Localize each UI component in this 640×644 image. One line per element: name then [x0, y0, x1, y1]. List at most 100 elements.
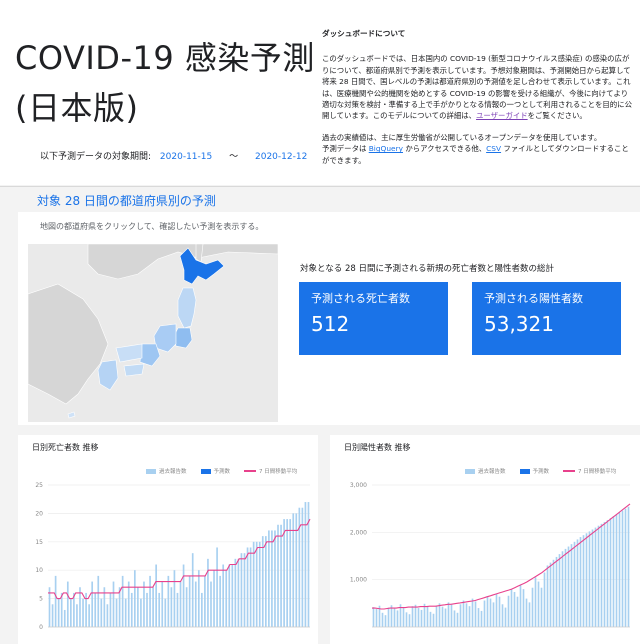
bar-forecast: [304, 502, 307, 627]
deaths-chart: 0 5 10 15 20 25: [35, 482, 311, 631]
bigquery-link[interactable]: BigQuery: [368, 144, 403, 154]
prefecture-map[interactable]: [28, 244, 278, 422]
bar-past: [100, 598, 103, 627]
bar-past: [375, 609, 378, 627]
bar-past: [435, 605, 438, 627]
prefecture-chugoku[interactable]: [115, 343, 143, 363]
bar-past: [519, 585, 522, 627]
legend-past-swatch: [146, 468, 156, 474]
bar-past: [441, 606, 444, 627]
about-heading: ダッシュボードについて: [322, 29, 406, 38]
bar-past: [103, 587, 106, 627]
cases-chart: 1,000 2,000 3,000: [350, 482, 631, 628]
period-start: 2020-11-15: [159, 152, 213, 162]
user-guide-link[interactable]: ユーザーガイド: [476, 111, 528, 121]
bar-past: [516, 596, 519, 627]
bar-past: [216, 547, 218, 627]
prefecture-chubu[interactable]: [153, 323, 177, 353]
bar-forecast: [609, 518, 612, 627]
bar-past: [213, 570, 215, 627]
bar-past: [483, 600, 486, 627]
bar-past: [88, 604, 90, 627]
bar-forecast: [576, 539, 579, 627]
bar-forecast: [240, 553, 243, 627]
about-text: このダッシュボードでは、日本国内の COVID-19 (新型コロナウイルス感染症…: [322, 54, 632, 121]
bar-past: [124, 598, 127, 627]
bar-forecast: [295, 513, 298, 627]
period-separator: 〜: [229, 152, 239, 162]
bar-forecast: [271, 530, 273, 627]
bar-past: [112, 581, 115, 627]
bar-forecast: [615, 514, 618, 627]
csv-link[interactable]: CSV: [486, 144, 502, 154]
cases-chart-title: 日別陽性者数 推移: [344, 443, 411, 452]
bar-past: [73, 592, 75, 627]
bar-past: [161, 581, 164, 627]
bar-forecast: [585, 533, 588, 627]
bar-past: [51, 604, 54, 627]
bar-past: [210, 581, 212, 627]
bar-past: [176, 592, 179, 627]
bar-forecast: [603, 521, 606, 627]
bar-forecast: [289, 519, 292, 627]
bar-past: [498, 596, 501, 627]
bar-past: [82, 598, 84, 627]
bar-past: [525, 598, 528, 627]
bar-past: [106, 604, 109, 627]
bar-past: [489, 598, 492, 627]
bar-past: [384, 615, 387, 627]
kpi-deaths-label: 予測される死亡者数: [311, 292, 410, 305]
legend-avg-line: [244, 470, 257, 472]
bar-past: [402, 607, 405, 627]
prefecture-kanto[interactable]: [173, 327, 193, 349]
bar-past: [118, 587, 121, 627]
bar-past: [396, 610, 399, 627]
period-end: 2020-12-12: [255, 152, 308, 162]
prefecture-shikoku[interactable]: [123, 363, 145, 377]
map-svg: [28, 244, 278, 419]
section-title: 対象 28 日間の都道府県別の予測: [37, 194, 216, 208]
prefecture-tohoku[interactable]: [177, 287, 197, 329]
bar-forecast: [555, 556, 558, 627]
bar-past: [179, 581, 182, 627]
legend-past-swatch: [465, 468, 475, 474]
legend-forecast: 予測数: [200, 467, 230, 475]
about-panel: ダッシュボードについて このダッシュボードでは、日本国内の COVID-19 (…: [322, 28, 634, 176]
bar-forecast: [277, 524, 279, 627]
bar-forecast: [588, 531, 591, 627]
bar-past: [444, 608, 447, 627]
bar-past: [468, 606, 471, 627]
legend-forecast-swatch: [200, 468, 211, 474]
bar-past: [85, 592, 87, 627]
bar-past: [543, 572, 546, 627]
bar-forecast: [621, 510, 624, 627]
kpi-cases-value: 53,321: [484, 312, 554, 336]
period-label: 以下予測データの対象期間:: [40, 152, 152, 162]
bar-past: [146, 592, 148, 627]
bar-forecast: [264, 536, 267, 627]
bar-past: [534, 577, 537, 627]
bar-forecast: [567, 546, 570, 627]
bar-past: [501, 604, 504, 627]
bar-past: [381, 612, 384, 627]
bar-forecast: [561, 551, 564, 627]
bar-forecast: [573, 541, 576, 627]
prefecture-okinawa[interactable]: [67, 411, 76, 419]
forecast-period: 以下予測データの対象期間: 2020-11-15 〜 2020-12-12: [40, 149, 307, 162]
prefecture-kansai[interactable]: [139, 343, 161, 367]
prefecture-hokkaido[interactable]: [179, 247, 225, 285]
bar-forecast: [627, 506, 630, 627]
bar-forecast: [249, 547, 252, 627]
about-download-text: ファイルとしてダウンロードすることができます。: [322, 144, 629, 165]
bar-past: [507, 595, 510, 627]
bar-past: [432, 613, 435, 627]
bar-forecast: [594, 527, 597, 627]
bar-past: [76, 604, 78, 627]
about-paragraph-1: このダッシュボードでは、日本国内の COVID-19 (新型コロナウイルス感染症…: [322, 53, 634, 121]
cases-chart-panel: 日別陽性者数 推移 過去報告数 予測数 7 日間移動平均 1,000 2,000 3…: [330, 435, 640, 644]
bar-past: [492, 602, 495, 627]
prefecture-kyushu[interactable]: [97, 359, 119, 391]
bar-past: [167, 575, 170, 627]
page-title-line2: (日本版): [15, 89, 139, 127]
bar-forecast: [618, 512, 621, 627]
